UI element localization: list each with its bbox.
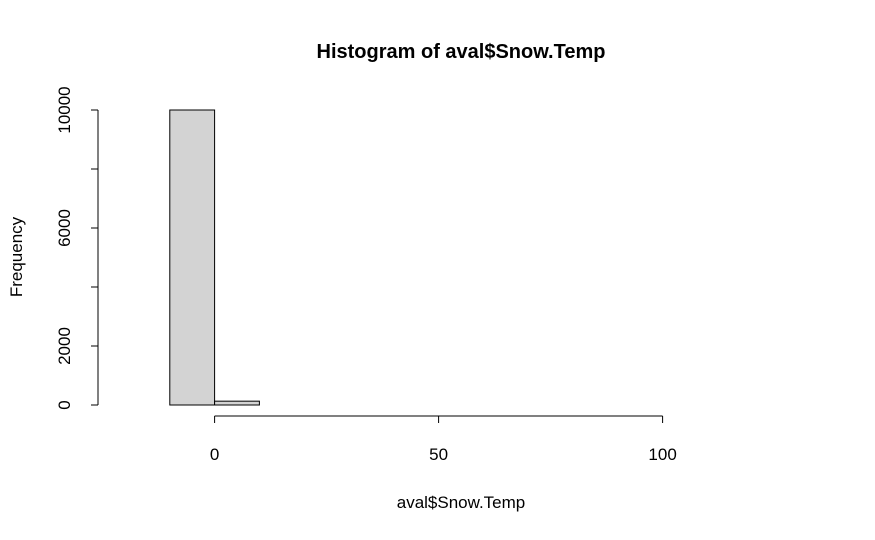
bars-group xyxy=(169,109,260,406)
x-axis-label: aval$Snow.Temp xyxy=(397,493,526,512)
y-tick-label-1: 2000 xyxy=(55,327,74,365)
y-axis: 0 2000 6000 10000 xyxy=(55,86,99,410)
y-tick-label-2: 6000 xyxy=(55,209,74,247)
x-axis: 0 50 100 xyxy=(210,415,677,464)
x-tick-label-2: 100 xyxy=(648,445,676,464)
y-axis-label: Frequency xyxy=(7,216,26,297)
histogram-bar-0 xyxy=(169,109,216,406)
histogram-bar-1 xyxy=(214,400,260,406)
y-tick-label-0: 0 xyxy=(55,400,74,409)
chart-title: Histogram of aval$Snow.Temp xyxy=(317,41,606,63)
x-tick-label-0: 0 xyxy=(210,445,219,464)
x-tick-label-1: 50 xyxy=(429,445,448,464)
y-tick-label-3: 10000 xyxy=(55,86,74,133)
